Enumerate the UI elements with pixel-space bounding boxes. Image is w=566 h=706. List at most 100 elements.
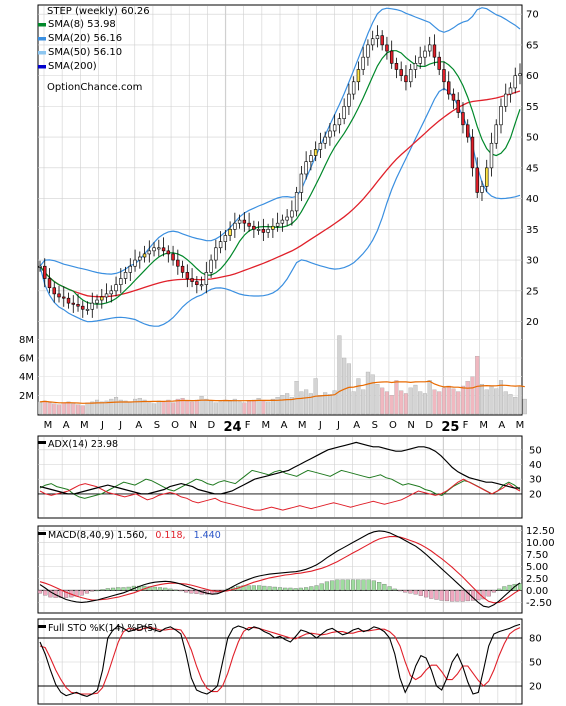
volume-bar bbox=[294, 381, 299, 415]
candle-body bbox=[147, 250, 152, 255]
candle-body bbox=[394, 63, 399, 70]
candle-body bbox=[513, 75, 517, 89]
macd-line bbox=[39, 530, 521, 608]
macd-y-tick-label: 12.50 bbox=[526, 526, 555, 537]
candle-body bbox=[237, 219, 242, 224]
legend-label-sma50: SMA(50) 56.10 bbox=[48, 47, 122, 58]
candle-body bbox=[223, 235, 228, 242]
candle-body bbox=[399, 69, 403, 76]
price-y-tick-label: 65 bbox=[526, 40, 539, 51]
legend-label-sma8: SMA(8) 53.98 bbox=[48, 19, 116, 30]
candle-body bbox=[451, 93, 456, 101]
candle-body bbox=[214, 247, 218, 261]
legend-label-sma20: SMA(20) 56.16 bbox=[48, 33, 122, 44]
volume-bar bbox=[422, 393, 427, 415]
candle-body bbox=[466, 124, 470, 138]
period-label: (weekly) bbox=[75, 6, 118, 17]
macd-histogram-bar bbox=[403, 590, 408, 593]
macd-histogram-bar bbox=[304, 587, 309, 591]
stochastic-k-line bbox=[39, 623, 521, 697]
x-axis-label: O bbox=[171, 420, 179, 431]
macd-histogram-bar bbox=[157, 587, 163, 591]
macd-histogram-bar bbox=[439, 590, 444, 601]
candle-body bbox=[361, 56, 365, 70]
candle-body bbox=[518, 73, 522, 76]
x-axis-label: J bbox=[336, 420, 340, 431]
price-legend: STEP (weekly) 60.26 SMA(8) 53.98 SMA(20) … bbox=[38, 6, 150, 93]
candle-body bbox=[152, 247, 156, 252]
candle-body bbox=[95, 299, 99, 304]
price-y-tick-label: 50 bbox=[526, 133, 539, 144]
candle-body bbox=[266, 229, 270, 233]
volume-bar bbox=[456, 391, 461, 415]
candle-body bbox=[461, 112, 465, 126]
x-axis-label: A bbox=[498, 420, 505, 431]
candle-body bbox=[309, 155, 313, 163]
volume-bar bbox=[408, 387, 413, 415]
candle-body bbox=[508, 87, 513, 95]
volume-bar bbox=[299, 391, 304, 415]
x-axis-labels: M A M J J A S O N D 24 F M A M J J A S O N D 25 F M A M bbox=[44, 420, 525, 435]
volume-bar bbox=[99, 401, 104, 415]
x-axis-label: 25 bbox=[441, 420, 459, 435]
candle-body bbox=[176, 259, 180, 267]
macd-histogram-bar bbox=[246, 585, 251, 591]
macd-histogram-bar bbox=[288, 587, 293, 591]
volume-bar bbox=[123, 400, 128, 415]
volume-bar bbox=[437, 391, 442, 415]
adx-label: ADX(14) 23.98 bbox=[48, 439, 118, 450]
candle-body bbox=[123, 272, 128, 279]
macd-histogram-bar bbox=[178, 590, 183, 592]
macd-y-tick-label: 5.00 bbox=[526, 562, 548, 573]
volume-bar bbox=[441, 387, 446, 415]
stochastic-panel: 20 50 80 Full STO %K(14) %D(5) bbox=[37, 618, 542, 705]
macd-histogram-bar bbox=[95, 590, 100, 592]
volume-bar bbox=[213, 402, 218, 415]
volume-y-tick-label: 2M bbox=[19, 391, 34, 402]
macd-histogram-bar bbox=[110, 587, 116, 591]
adx-line bbox=[39, 441, 520, 495]
macd-histogram-bar bbox=[371, 580, 376, 591]
macd-y-tick-label: 2.50 bbox=[526, 574, 548, 585]
candle-body bbox=[119, 278, 123, 285]
volume-bar bbox=[104, 400, 109, 415]
macd-histogram-bar bbox=[319, 583, 324, 591]
macd-histogram-bar bbox=[502, 586, 507, 591]
candle-body bbox=[423, 50, 427, 58]
candle-body bbox=[161, 247, 166, 252]
volume-bar bbox=[489, 385, 494, 415]
macd-histogram-bar bbox=[79, 590, 84, 596]
candle-body bbox=[138, 256, 142, 261]
macd-histogram-bar bbox=[418, 590, 423, 596]
macd-y-tick-label: 7.50 bbox=[526, 550, 548, 561]
legend-swatch-sma200 bbox=[38, 65, 46, 69]
adx-y-tick-label: 40 bbox=[529, 460, 542, 471]
macd-histogram-bar bbox=[251, 585, 256, 591]
candle-body bbox=[76, 304, 80, 307]
volume-bar bbox=[166, 399, 171, 415]
candle-body bbox=[489, 142, 494, 169]
volume-bar bbox=[209, 400, 214, 415]
candle-body bbox=[294, 192, 299, 212]
volume-bar bbox=[242, 402, 247, 415]
minus-di-line bbox=[39, 478, 521, 511]
volume-bar bbox=[418, 391, 423, 415]
stochastic-legend-swatch bbox=[38, 625, 46, 628]
volume-bar bbox=[218, 401, 223, 415]
candle-body bbox=[199, 284, 204, 287]
volume-bar bbox=[332, 390, 337, 415]
candle-body bbox=[62, 296, 66, 299]
x-axis-label: O bbox=[389, 420, 397, 431]
volume-bar bbox=[71, 403, 76, 415]
volume-bar bbox=[42, 400, 47, 415]
macd-histogram-bar bbox=[366, 579, 371, 591]
candle-body bbox=[157, 247, 161, 250]
candle-body bbox=[290, 210, 294, 218]
candle-body bbox=[313, 149, 318, 156]
macd-histogram-bar bbox=[413, 590, 418, 595]
volume-bar bbox=[180, 397, 185, 415]
volume-y-tick-label: 6M bbox=[19, 354, 34, 365]
volume-bar bbox=[52, 403, 57, 415]
volume-bar bbox=[380, 387, 385, 415]
